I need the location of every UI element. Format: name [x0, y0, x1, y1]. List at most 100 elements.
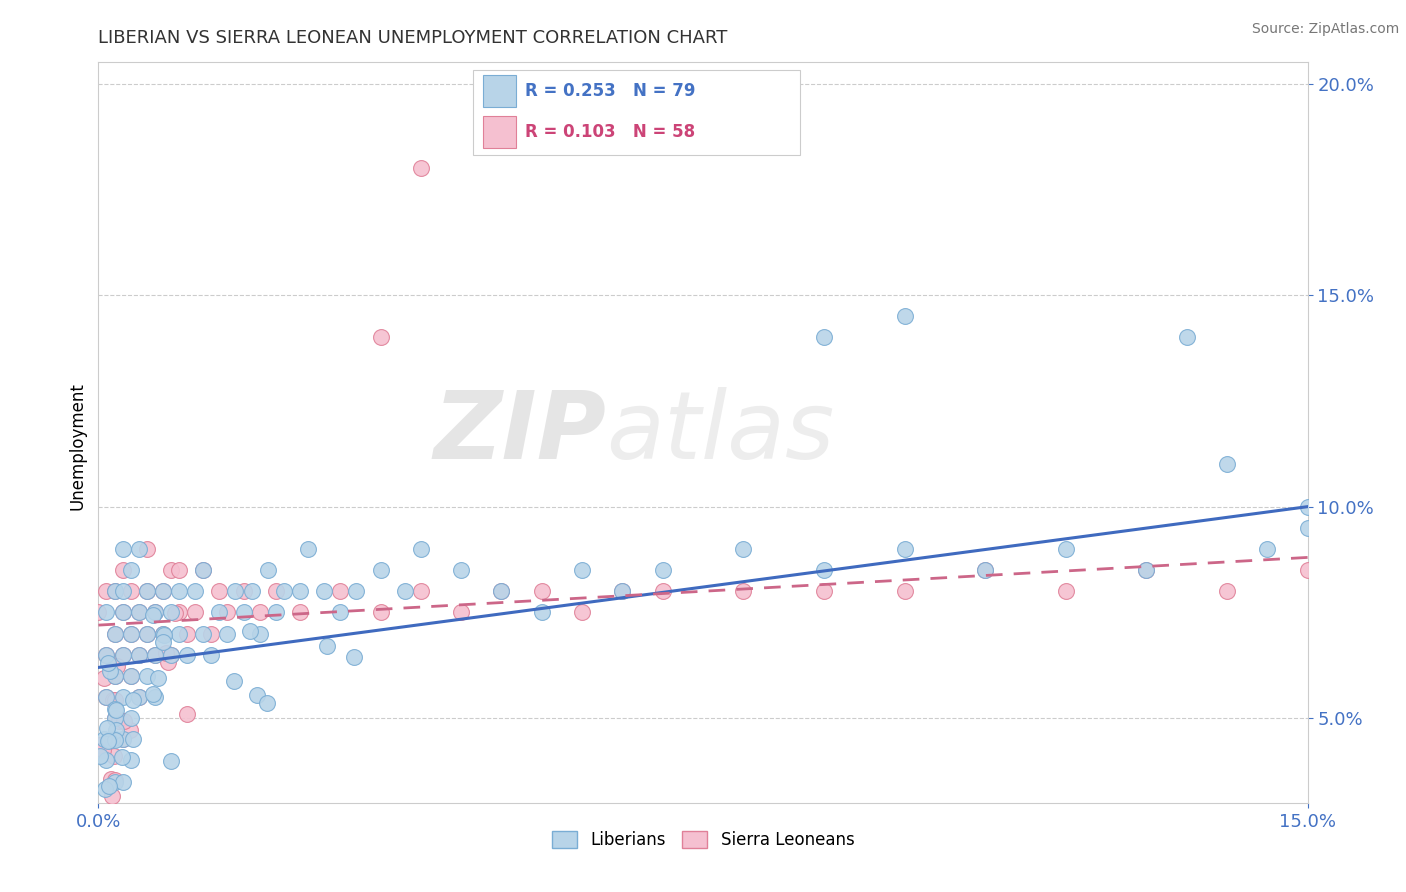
Point [893, 541, 915, 556]
Point [370, 606, 392, 620]
Point [200, 626, 222, 640]
Point [152, 626, 174, 640]
Point [103, 584, 125, 599]
Point [128, 606, 150, 620]
Point [135, 626, 157, 640]
Point [571, 563, 593, 577]
Point [111, 648, 134, 662]
Point [120, 669, 142, 683]
Point [370, 330, 392, 344]
Point [91, 743, 114, 757]
Legend: Liberians, Sierra Leoneans: Liberians, Sierra Leoneans [543, 822, 863, 857]
Point [159, 754, 181, 768]
Point [813, 330, 835, 344]
Point [264, 606, 287, 620]
Point [128, 541, 150, 556]
Text: ZIP: ZIP [433, 386, 606, 479]
Point [152, 584, 174, 599]
Point [89, 738, 111, 752]
Point [176, 626, 198, 640]
Point [176, 707, 198, 722]
Point [160, 606, 183, 620]
Point [1216, 458, 1239, 472]
Point [217, 626, 239, 640]
Point [193, 626, 215, 640]
Point [103, 669, 125, 683]
Point [813, 563, 835, 577]
Point [530, 584, 553, 599]
Point [733, 541, 755, 556]
Point [208, 584, 231, 599]
Point [135, 584, 157, 599]
Point [152, 635, 174, 649]
Point [974, 563, 997, 577]
Point [167, 563, 190, 577]
Point [893, 310, 915, 324]
Point [160, 648, 183, 662]
Point [1135, 563, 1157, 577]
Point [112, 714, 135, 729]
Point [128, 690, 150, 704]
Point [246, 688, 269, 702]
Point [135, 626, 157, 640]
Point [165, 606, 187, 620]
Point [256, 696, 278, 710]
Point [1054, 541, 1077, 556]
Point [103, 711, 125, 725]
Point [232, 584, 254, 599]
Point [97, 732, 120, 747]
Point [240, 584, 263, 599]
Point [288, 606, 311, 620]
Point [153, 628, 176, 642]
Point [200, 648, 222, 662]
Point [184, 606, 207, 620]
Point [491, 584, 513, 599]
Point [104, 773, 127, 788]
Point [193, 563, 215, 577]
Point [143, 690, 166, 704]
Point [103, 626, 125, 640]
Point [103, 774, 125, 789]
Point [612, 584, 634, 599]
Point [128, 648, 150, 662]
Point [111, 563, 134, 577]
Point [96, 584, 118, 599]
Point [104, 702, 127, 716]
Point [101, 789, 124, 804]
Point [128, 606, 150, 620]
Point [128, 648, 150, 662]
Point [450, 606, 472, 620]
Point [103, 669, 125, 683]
Point [1135, 563, 1157, 577]
Point [152, 584, 174, 599]
Point [264, 584, 287, 599]
Point [176, 648, 198, 662]
Point [93, 731, 115, 746]
Point [409, 584, 432, 599]
Point [98, 664, 121, 678]
Point [121, 693, 143, 707]
Point [344, 584, 367, 599]
Point [893, 584, 915, 599]
Point [152, 626, 174, 640]
Point [1296, 563, 1319, 577]
Point [93, 671, 115, 685]
Point [288, 584, 311, 599]
Point [111, 584, 134, 599]
Point [157, 656, 180, 670]
Point [120, 754, 142, 768]
Point [96, 648, 118, 662]
Point [1175, 330, 1198, 344]
Point [111, 749, 134, 764]
Point [96, 722, 118, 736]
Point [104, 732, 127, 747]
Point [104, 693, 127, 707]
Point [120, 669, 142, 683]
Text: atlas: atlas [606, 387, 835, 478]
Point [1296, 500, 1319, 514]
Point [120, 563, 142, 577]
Point [314, 584, 336, 599]
Point [105, 703, 128, 717]
Point [256, 563, 278, 577]
Point [1216, 584, 1239, 599]
